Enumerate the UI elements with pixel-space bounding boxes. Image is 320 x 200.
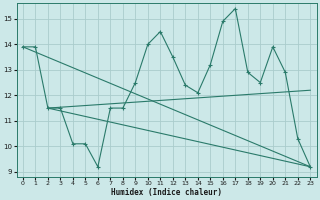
X-axis label: Humidex (Indice chaleur): Humidex (Indice chaleur) [111,188,222,197]
